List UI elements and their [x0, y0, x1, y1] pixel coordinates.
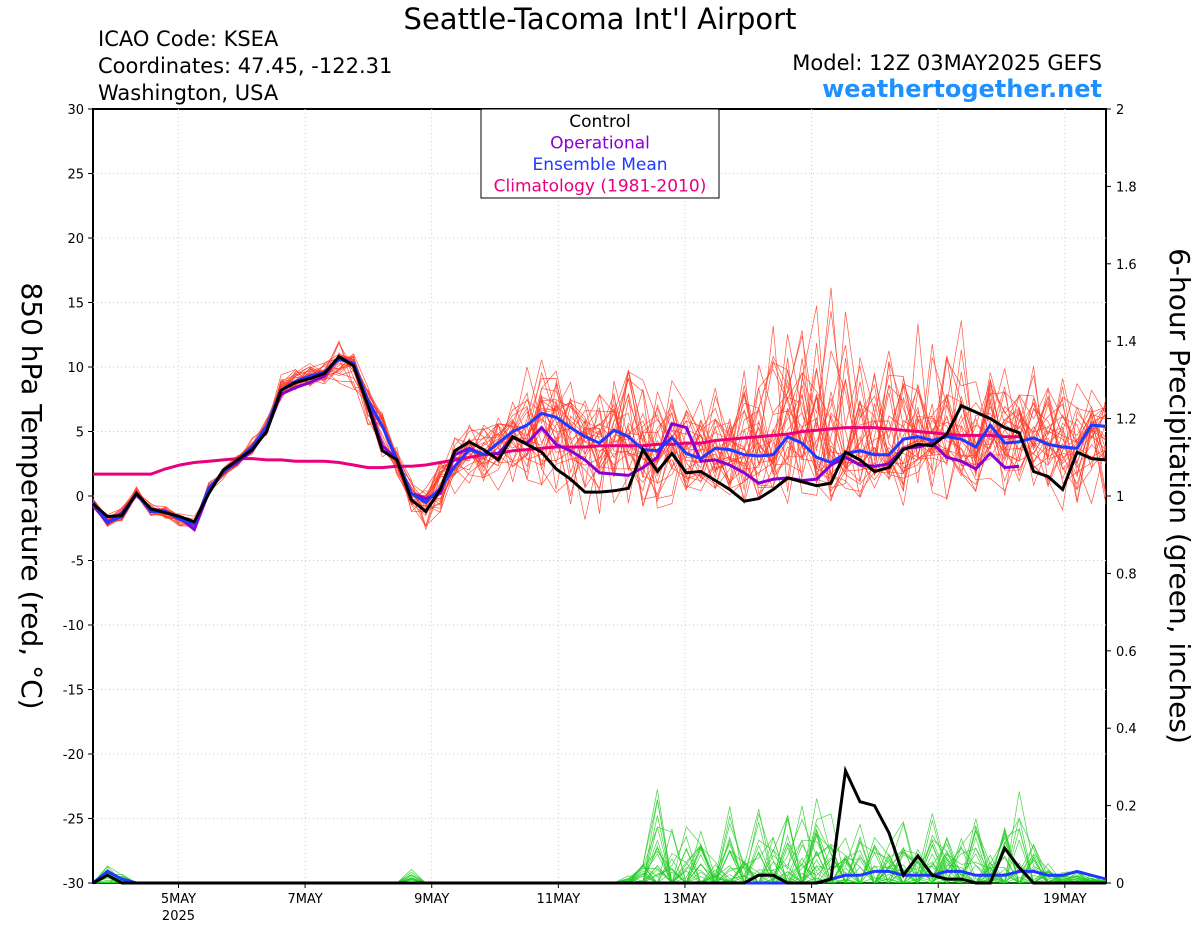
member-precip-line — [93, 821, 1107, 885]
control-line — [92, 354, 1107, 524]
plot-frame — [92, 108, 1107, 884]
ytick-label: -5 — [71, 555, 84, 570]
ytick-label: 10 — [67, 361, 84, 376]
member-precip-line — [93, 818, 1106, 885]
coordinates: Coordinates: 47.45, -122.31 — [98, 54, 393, 78]
member-temp-line — [92, 359, 1107, 528]
member-precip-line — [92, 791, 1107, 885]
xtick-sublabel: 2025 — [162, 909, 195, 924]
y2tick-label: 0.4 — [1116, 722, 1137, 737]
legend-operational: Operational — [550, 134, 650, 154]
y2tick-label: 0.6 — [1116, 645, 1137, 660]
legend-ensemble-mean: Ensemble Mean — [532, 155, 667, 175]
y2tick-label: 0.8 — [1116, 567, 1137, 582]
y2tick-label: 1 — [1116, 490, 1124, 505]
y2tick-label: 1.6 — [1116, 258, 1137, 273]
ytick-label: 0 — [76, 490, 84, 505]
axes: 302520151050-5-10-15-20-25-3021.81.61.41… — [15, 103, 1196, 924]
legend-control: Control — [569, 112, 630, 132]
y2tick-label: 0 — [1116, 877, 1124, 892]
xtick-label: 7MAY — [287, 892, 322, 907]
xtick-label: 11MAY — [537, 892, 581, 907]
xtick-label: 17MAY — [916, 892, 960, 907]
y-axis-label: 850 hPa Temperature (red, °C) — [15, 282, 48, 709]
ytick-label: -30 — [63, 877, 84, 892]
member-precipitation-lines — [92, 789, 1107, 885]
member-precip-line — [92, 826, 1107, 885]
main-series — [91, 354, 1107, 885]
chart-title: Seattle-Tacoma Int'l Airport — [403, 2, 797, 36]
ytick-label: 20 — [67, 232, 84, 247]
ytick-label: -20 — [63, 748, 84, 763]
site-link[interactable]: weathertogether.net — [822, 75, 1102, 103]
climatology-line — [93, 426, 1020, 476]
legend-box — [480, 108, 720, 199]
member-temp-line — [92, 339, 1107, 526]
ytick-label: -10 — [63, 619, 84, 634]
xtick-label: 15MAY — [790, 892, 834, 907]
member-precip-line — [92, 815, 1107, 885]
ytick-label: -15 — [63, 684, 84, 699]
xtick-label: 19MAY — [1043, 892, 1087, 907]
control-precip-line — [92, 765, 1106, 885]
xtick-label: 13MAY — [663, 892, 707, 907]
xtick-label: 5MAY — [161, 892, 196, 907]
model-run: Model: 12Z 03MAY2025 GEFS — [792, 51, 1102, 75]
y2tick-label: 1.2 — [1116, 413, 1137, 428]
ytick-label: 15 — [67, 297, 84, 312]
ensemble-mean-line — [91, 357, 1107, 527]
ytick-label: 30 — [67, 103, 84, 118]
ytick-label: -25 — [63, 813, 84, 828]
ytick-label: 5 — [76, 426, 84, 441]
icao-code: ICAO Code: KSEA — [98, 27, 279, 51]
y2tick-label: 2 — [1116, 103, 1124, 118]
y2tick-label: 1.8 — [1116, 180, 1137, 195]
region: Washington, USA — [98, 81, 279, 105]
xtick-label: 9MAY — [414, 892, 449, 907]
ytick-label: 25 — [67, 168, 84, 183]
y2tick-label: 1.4 — [1116, 335, 1137, 350]
legend-climatology: Climatology (1981-2010) — [494, 177, 707, 197]
member-precip-line — [92, 822, 1107, 884]
member-precip-line — [92, 825, 1107, 884]
y2-axis-label: 6-hour Precipitation (green, inches) — [1163, 248, 1196, 744]
y2tick-label: 0.2 — [1116, 800, 1137, 815]
